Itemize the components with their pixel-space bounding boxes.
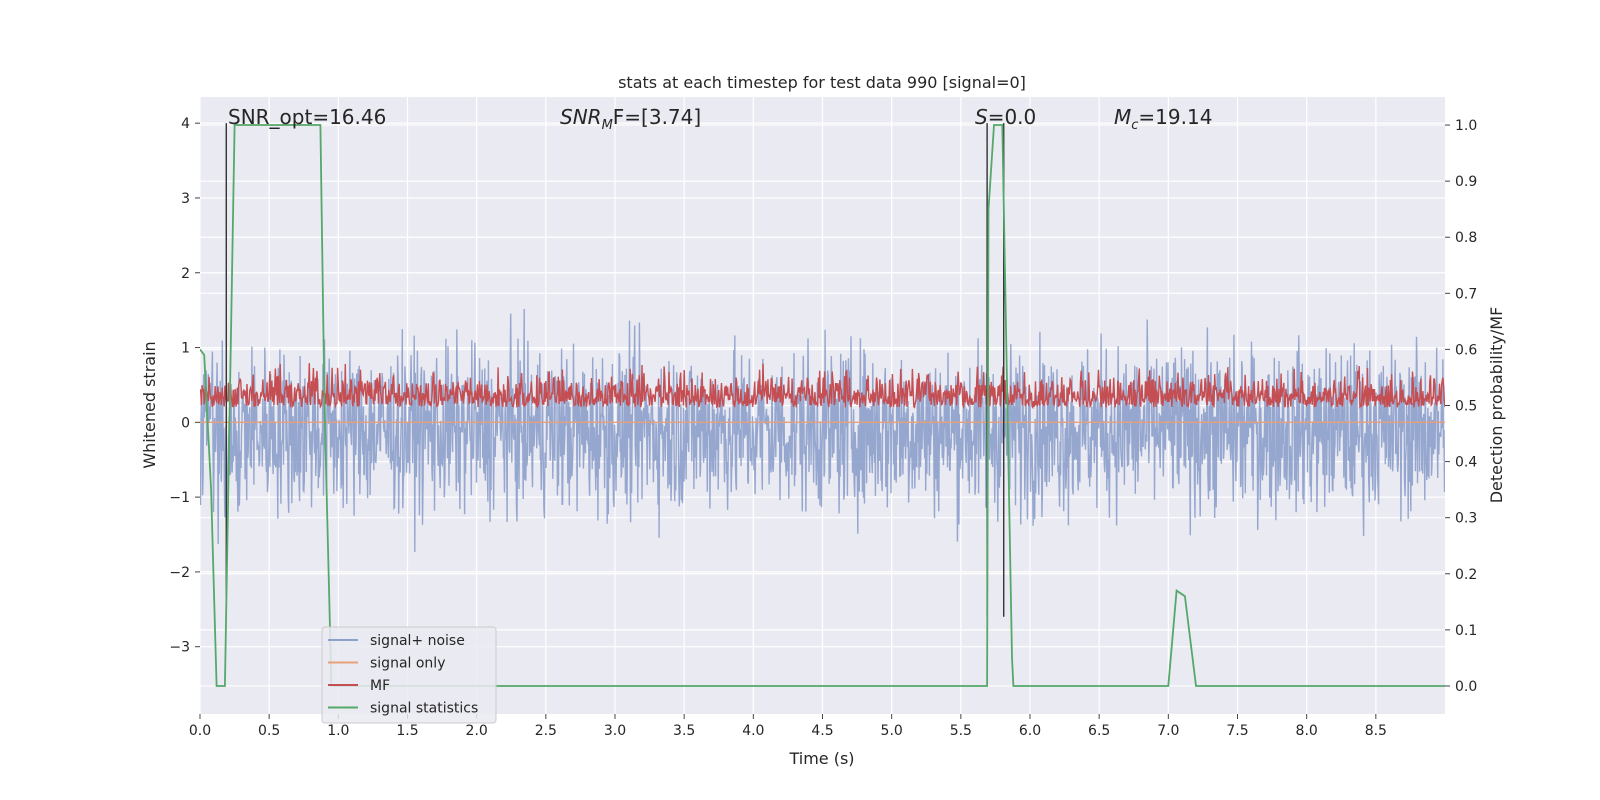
y-right-tick-label: 0.1 [1455,623,1477,639]
x-tick-label: 7.5 [1226,723,1248,739]
legend: signal+ noise signal only MF signal statist… [321,626,497,724]
y-right-tick-label: 0.9 [1455,174,1477,190]
annotation-snr-mf-subscript: M [602,118,613,133]
x-tick-label: 2.5 [535,723,557,739]
legend-box [321,626,497,724]
x-tick-label: 6.0 [1019,723,1041,739]
annotation-mc-subscript: c [1131,118,1138,133]
series-mf-line [200,363,1445,410]
y-right-tick-label: 0.6 [1455,342,1477,358]
y-left-tick-label: 0 [181,415,190,431]
legend-label: signal statistics [370,701,478,717]
x-tick-label: 4.0 [742,723,764,739]
y-axis-left-label: Whitened strain [140,341,159,468]
x-axis-label: Time (s) [788,749,854,768]
annotation-snr-mf: SNRMF=[3.74] [560,105,701,133]
legend-label: MF [370,678,390,694]
y-left-tick-label: 4 [181,116,190,132]
legend-label: signal only [370,656,445,672]
series-signal-statistics-line [200,124,1445,687]
y-left-tick-label: 2 [181,266,190,282]
x-tick-label: 0.5 [258,723,280,739]
x-tick-label: 7.0 [1157,723,1179,739]
y-right-tick-label: 0.3 [1455,511,1477,527]
annotation-s-symbol: S [975,105,988,129]
x-tick-label: 0.0 [189,723,211,739]
x-axis-ticks: 0.0 0.5 1.0 1.5 2.0 2.5 3.0 3.5 4.0 4.5 5.0 5.5 6.0 6… [189,714,1387,739]
y-left-tick-label: −3 [169,640,190,656]
x-tick-label: 1.5 [396,723,418,739]
y-right-tick-label: 0.8 [1455,230,1477,246]
y-right-tick-label: 0.2 [1455,567,1477,583]
y-left-tick-label: 3 [181,191,190,207]
annotation-mc: Mc=19.14 [1114,105,1212,133]
y-left-tick-label: 1 [181,341,190,357]
y-axis-right-ticks: 0.0 0.1 0.2 0.3 0.4 0.5 0.6 0.7 0.8 0.9 1.0 [1445,118,1477,695]
y-axis-left-ticks: −3 −2 −1 0 1 2 3 4 [169,116,200,656]
annotation-mc-value: =19.14 [1138,105,1212,129]
y-right-tick-label: 0.4 [1455,455,1477,471]
y-left-tick-label: −2 [169,565,190,581]
y-axis-right-label: Detection probability/MF [1487,307,1506,504]
annotation-snr-opt: SNR_opt=16.46 [228,105,386,129]
y-right-tick-label: 0.0 [1455,679,1477,695]
x-tick-label: 3.0 [604,723,626,739]
y-left-tick-label: −1 [169,490,190,506]
annotation-snr-mf-value: F=[3.74] [613,105,701,129]
x-tick-label: 2.0 [466,723,488,739]
x-tick-label: 1.0 [327,723,349,739]
y-right-tick-label: 0.5 [1455,399,1477,415]
annotation-s: S=0.0 [975,105,1036,129]
y-right-tick-label: 1.0 [1455,118,1477,134]
legend-label: signal+ noise [370,633,465,649]
annotation-s-value: =0.0 [988,105,1037,129]
x-tick-label: 3.5 [673,723,695,739]
chart-title: stats at each timestep for test data 990… [618,73,1026,92]
x-tick-label: 4.5 [811,723,833,739]
x-tick-label: 8.5 [1365,723,1387,739]
annotation-snr-mf-symbol: SNR [560,105,602,129]
x-tick-label: 5.5 [950,723,972,739]
x-tick-label: 5.0 [881,723,903,739]
annotation-mc-symbol: M [1114,105,1131,129]
x-tick-label: 8.0 [1296,723,1318,739]
y-right-tick-label: 0.7 [1455,286,1477,302]
x-tick-label: 6.5 [1088,723,1110,739]
